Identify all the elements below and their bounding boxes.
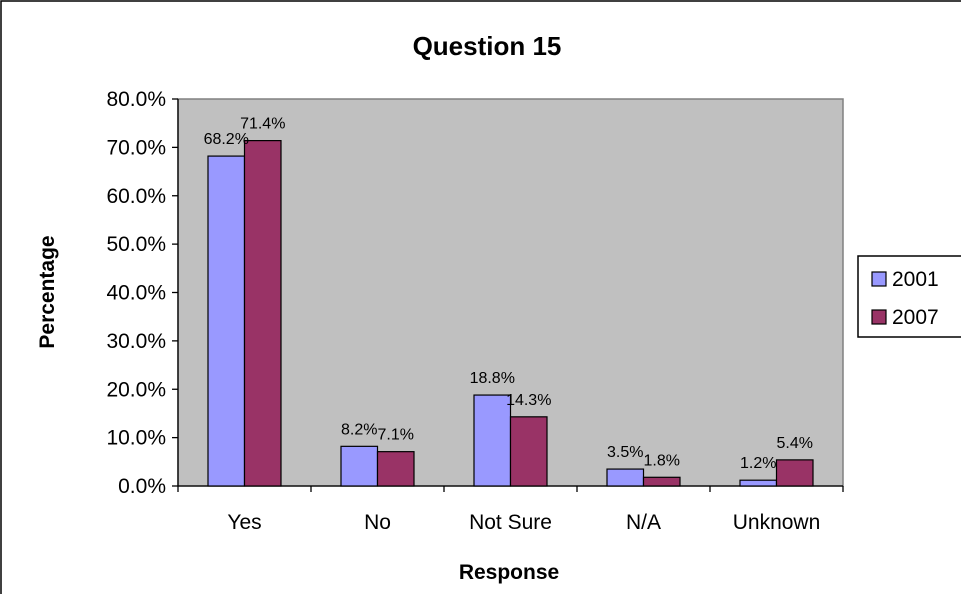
data-label: 5.4% <box>777 435 813 452</box>
bar <box>509 416 548 487</box>
bar <box>376 451 415 487</box>
legend-label: 2007 <box>892 306 939 329</box>
data-label: 71.4% <box>240 116 285 133</box>
x-tick-label: N/A <box>626 511 661 534</box>
bar <box>207 155 246 487</box>
bar <box>642 476 681 487</box>
y-axis-title: Percentage <box>36 235 59 348</box>
data-label: 3.5% <box>607 444 643 461</box>
legend-label: 2001 <box>892 268 939 291</box>
bar <box>473 394 512 487</box>
y-tick-label: 0.0% <box>118 475 166 498</box>
x-tick-label: Unknown <box>733 511 821 534</box>
bar <box>739 479 778 487</box>
x-tick-label: Not Sure <box>469 511 552 534</box>
y-tick-label: 30.0% <box>106 330 166 353</box>
data-label: 18.8% <box>470 370 515 387</box>
bar <box>606 468 645 487</box>
x-tick-label: Yes <box>227 511 261 534</box>
y-tick-label: 70.0% <box>106 136 166 159</box>
data-label: 1.2% <box>740 455 776 472</box>
chart-title: Question 15 <box>413 31 562 61</box>
data-label: 7.1% <box>378 427 414 444</box>
data-label: 1.8% <box>644 452 680 469</box>
bars <box>207 140 814 487</box>
legend: 2001 2007 <box>857 255 961 338</box>
data-label: 14.3% <box>506 392 551 409</box>
y-tick-label: 80.0% <box>106 88 166 111</box>
x-tick-label: No <box>364 511 391 534</box>
y-tick-label: 50.0% <box>106 233 166 256</box>
y-tick-label: 20.0% <box>106 378 166 401</box>
data-labels: 68.2% 8.2% 18.8% 3.5% 1.2% 71.4% 7.1% 14.3% 1.8%… <box>204 116 813 473</box>
x-axis-title: Response <box>459 561 559 584</box>
bar <box>775 459 814 487</box>
y-tick-label: 60.0% <box>106 185 166 208</box>
data-label: 8.2% <box>341 421 377 438</box>
legend-swatch <box>871 309 887 325</box>
bar <box>340 445 379 487</box>
y-axis: 0.0% 10.0% 20.0% 30.0% 40.0% 50.0% 60.0% 70.0% 8… <box>106 88 179 498</box>
y-tick-label: 40.0% <box>106 282 166 305</box>
legend-swatch <box>871 271 887 287</box>
y-tick-label: 10.0% <box>106 427 166 450</box>
data-label: 68.2% <box>204 131 249 148</box>
bar <box>243 140 282 487</box>
